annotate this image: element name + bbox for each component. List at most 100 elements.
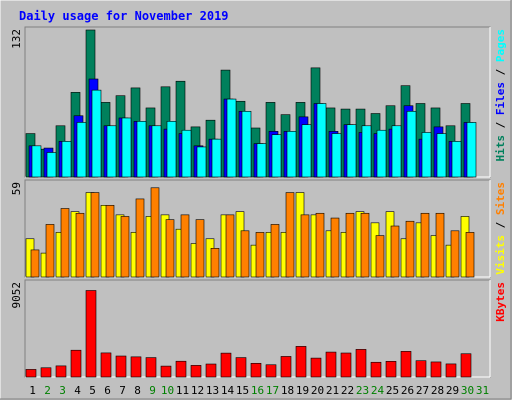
bar-pages-day-6 <box>106 125 117 178</box>
bar-pages-day-26 <box>406 111 417 178</box>
x-tick-label-day-23: 23 <box>356 384 369 397</box>
bar-sites-day-6 <box>105 205 115 278</box>
bar-kbytes-day-16 <box>250 362 262 378</box>
bar-sites-day-8 <box>135 198 145 278</box>
bar-sites-day-4 <box>75 212 85 278</box>
bar-kbytes-day-20 <box>310 357 322 378</box>
bar-pages-day-25 <box>391 125 402 178</box>
x-tick-label-day-15: 15 <box>236 384 249 397</box>
bar-pages-day-14 <box>226 98 237 178</box>
bar-sites-day-29 <box>450 230 460 278</box>
legend-separator: / <box>494 115 507 135</box>
bar-pages-day-3 <box>61 141 72 178</box>
bar-kbytes-day-6 <box>100 352 112 378</box>
bar-pages-day-28 <box>436 133 447 178</box>
bar-sites-day-1 <box>30 249 40 278</box>
x-tick-label-day-4: 4 <box>74 384 81 397</box>
bar-sites-day-13 <box>210 248 220 278</box>
chart-title: Daily usage for November 2019 <box>19 9 229 23</box>
bar-sites-day-27 <box>420 212 430 278</box>
bar-kbytes-day-25 <box>385 361 397 378</box>
x-tick-label-day-10: 10 <box>161 384 174 397</box>
bar-pages-day-20 <box>316 103 327 178</box>
x-tick-label-day-29: 29 <box>446 384 459 397</box>
x-tick-label-day-18: 18 <box>281 384 294 397</box>
x-tick-label-day-30: 30 <box>461 384 474 397</box>
bar-pages-day-9 <box>151 125 162 178</box>
x-tick-label-day-17: 17 <box>266 384 279 397</box>
bar-pages-day-22 <box>346 124 357 178</box>
x-tick-label-day-16: 16 <box>251 384 264 397</box>
bar-kbytes-day-14 <box>220 352 232 378</box>
bar-kbytes-day-27 <box>415 360 427 378</box>
panel-axis-legend: Visits / Sites <box>494 182 507 275</box>
x-tick-label-day-22: 22 <box>341 384 354 397</box>
bar-kbytes-day-2 <box>40 367 52 378</box>
bar-kbytes-day-28 <box>430 361 442 378</box>
bar-kbytes-day-29 <box>445 363 457 378</box>
bar-pages-day-23 <box>361 125 372 178</box>
bar-sites-day-5 <box>90 192 100 278</box>
bar-kbytes-day-1 <box>25 369 37 378</box>
bar-kbytes-day-17 <box>265 364 277 378</box>
panel-kbytes: 9052 KBytes <box>10 279 507 378</box>
bar-kbytes-day-9 <box>145 357 157 378</box>
bar-kbytes-day-19 <box>295 346 307 378</box>
x-tick-label-day-28: 28 <box>431 384 444 397</box>
panel-max-label: 132 <box>10 29 23 49</box>
x-tick-label-day-8: 8 <box>134 384 141 397</box>
bar-sites-day-22 <box>345 212 355 278</box>
bar-sites-day-12 <box>195 219 205 278</box>
panel-max-label: 59 <box>10 182 23 195</box>
bar-pages-day-5 <box>91 89 102 178</box>
x-tick-label-day-19: 19 <box>296 384 309 397</box>
bar-sites-day-15 <box>240 230 250 278</box>
bar-pages-day-16 <box>256 143 267 178</box>
chart-panels: 132 Hits / Files / Pages 59 Visits / Sites 9… <box>10 26 507 378</box>
x-tick-label-day-24: 24 <box>371 384 385 397</box>
bar-pages-day-19 <box>301 124 312 178</box>
bar-kbytes-day-11 <box>175 360 187 378</box>
bar-pages-day-13 <box>211 138 222 178</box>
bar-pages-day-10 <box>166 121 177 178</box>
bar-kbytes-day-22 <box>340 352 352 378</box>
bar-sites-day-25 <box>390 225 400 278</box>
x-tick-label-day-20: 20 <box>311 384 324 397</box>
panel-max-label: 9052 <box>10 282 23 309</box>
bar-kbytes-day-8 <box>130 356 142 378</box>
legend-label-hits: Hits <box>494 135 507 162</box>
x-tick-label-day-11: 11 <box>176 384 189 397</box>
bar-pages-day-11 <box>181 129 192 178</box>
bar-sites-day-16 <box>255 232 265 278</box>
legend-label-sites: Sites <box>494 182 507 215</box>
bar-pages-day-2 <box>46 152 57 178</box>
legend-separator: / <box>494 215 507 235</box>
bar-sites-day-28 <box>435 212 445 278</box>
bar-pages-day-17 <box>271 134 282 178</box>
x-tick-label-day-12: 12 <box>191 384 204 397</box>
bar-sites-day-23 <box>360 212 370 278</box>
bar-sites-day-30 <box>465 232 475 278</box>
bar-pages-day-30 <box>466 122 477 178</box>
x-tick-label-day-26: 26 <box>401 384 414 397</box>
bar-sites-day-11 <box>180 214 190 278</box>
bar-kbytes-day-18 <box>280 356 292 378</box>
bar-pages-day-18 <box>286 131 297 178</box>
bar-sites-day-17 <box>270 224 280 278</box>
x-tick-label-day-1: 1 <box>29 384 36 397</box>
bar-sites-day-18 <box>285 192 295 278</box>
bar-sites-day-19 <box>300 214 310 278</box>
legend-separator: / <box>494 62 507 82</box>
x-tick-label-day-14: 14 <box>221 384 235 397</box>
bar-sites-day-20 <box>315 212 325 278</box>
bar-sites-day-24 <box>375 235 385 278</box>
legend-label-pages: Pages <box>494 29 507 62</box>
bar-kbytes-day-23 <box>355 349 367 378</box>
legend-label-kbytes: KBytes <box>494 282 507 322</box>
bar-sites-day-21 <box>330 217 340 278</box>
bar-pages-day-15 <box>241 111 252 178</box>
x-tick-label-day-13: 13 <box>206 384 219 397</box>
bar-kbytes-day-30 <box>460 353 472 378</box>
